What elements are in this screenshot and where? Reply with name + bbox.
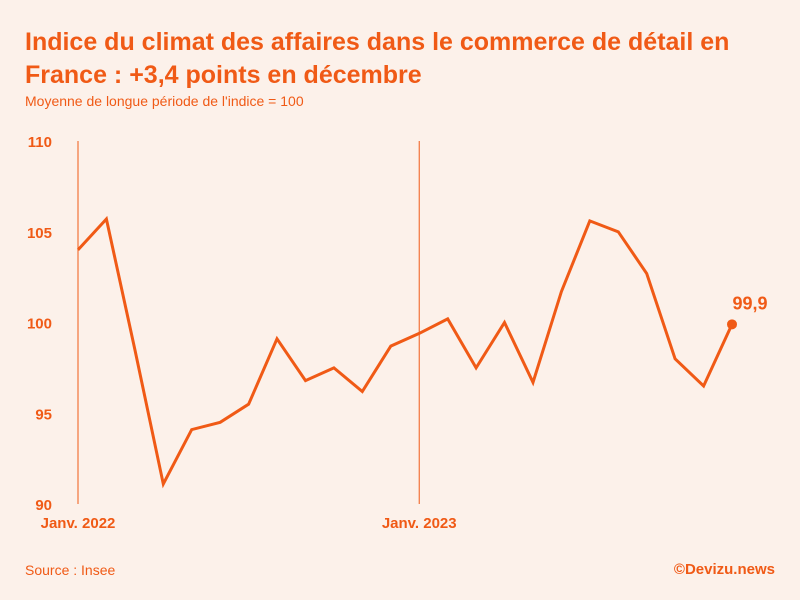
series-line (76, 215, 734, 489)
source-note: Source : Insee (25, 562, 116, 578)
x-tick-label: Janv. 2022 (41, 515, 116, 532)
credit-logo: ©Devizu.news (673, 561, 775, 578)
y-tick-label: 95 (35, 406, 52, 423)
y-tick-label: 100 (27, 316, 52, 333)
x-tick-label: Janv. 2023 (382, 515, 457, 532)
chart-subtitle: Moyenne de longue période de l'indice = … (25, 93, 304, 109)
last-point-label: 99,9 (732, 293, 767, 313)
y-tick-label: 110 (28, 134, 52, 151)
last-point-marker (727, 319, 737, 330)
chart-title: Indice du climat des affaires dans le co… (25, 28, 730, 89)
y-tick-label: 105 (27, 225, 52, 242)
y-tick-label: 90 (35, 497, 52, 514)
